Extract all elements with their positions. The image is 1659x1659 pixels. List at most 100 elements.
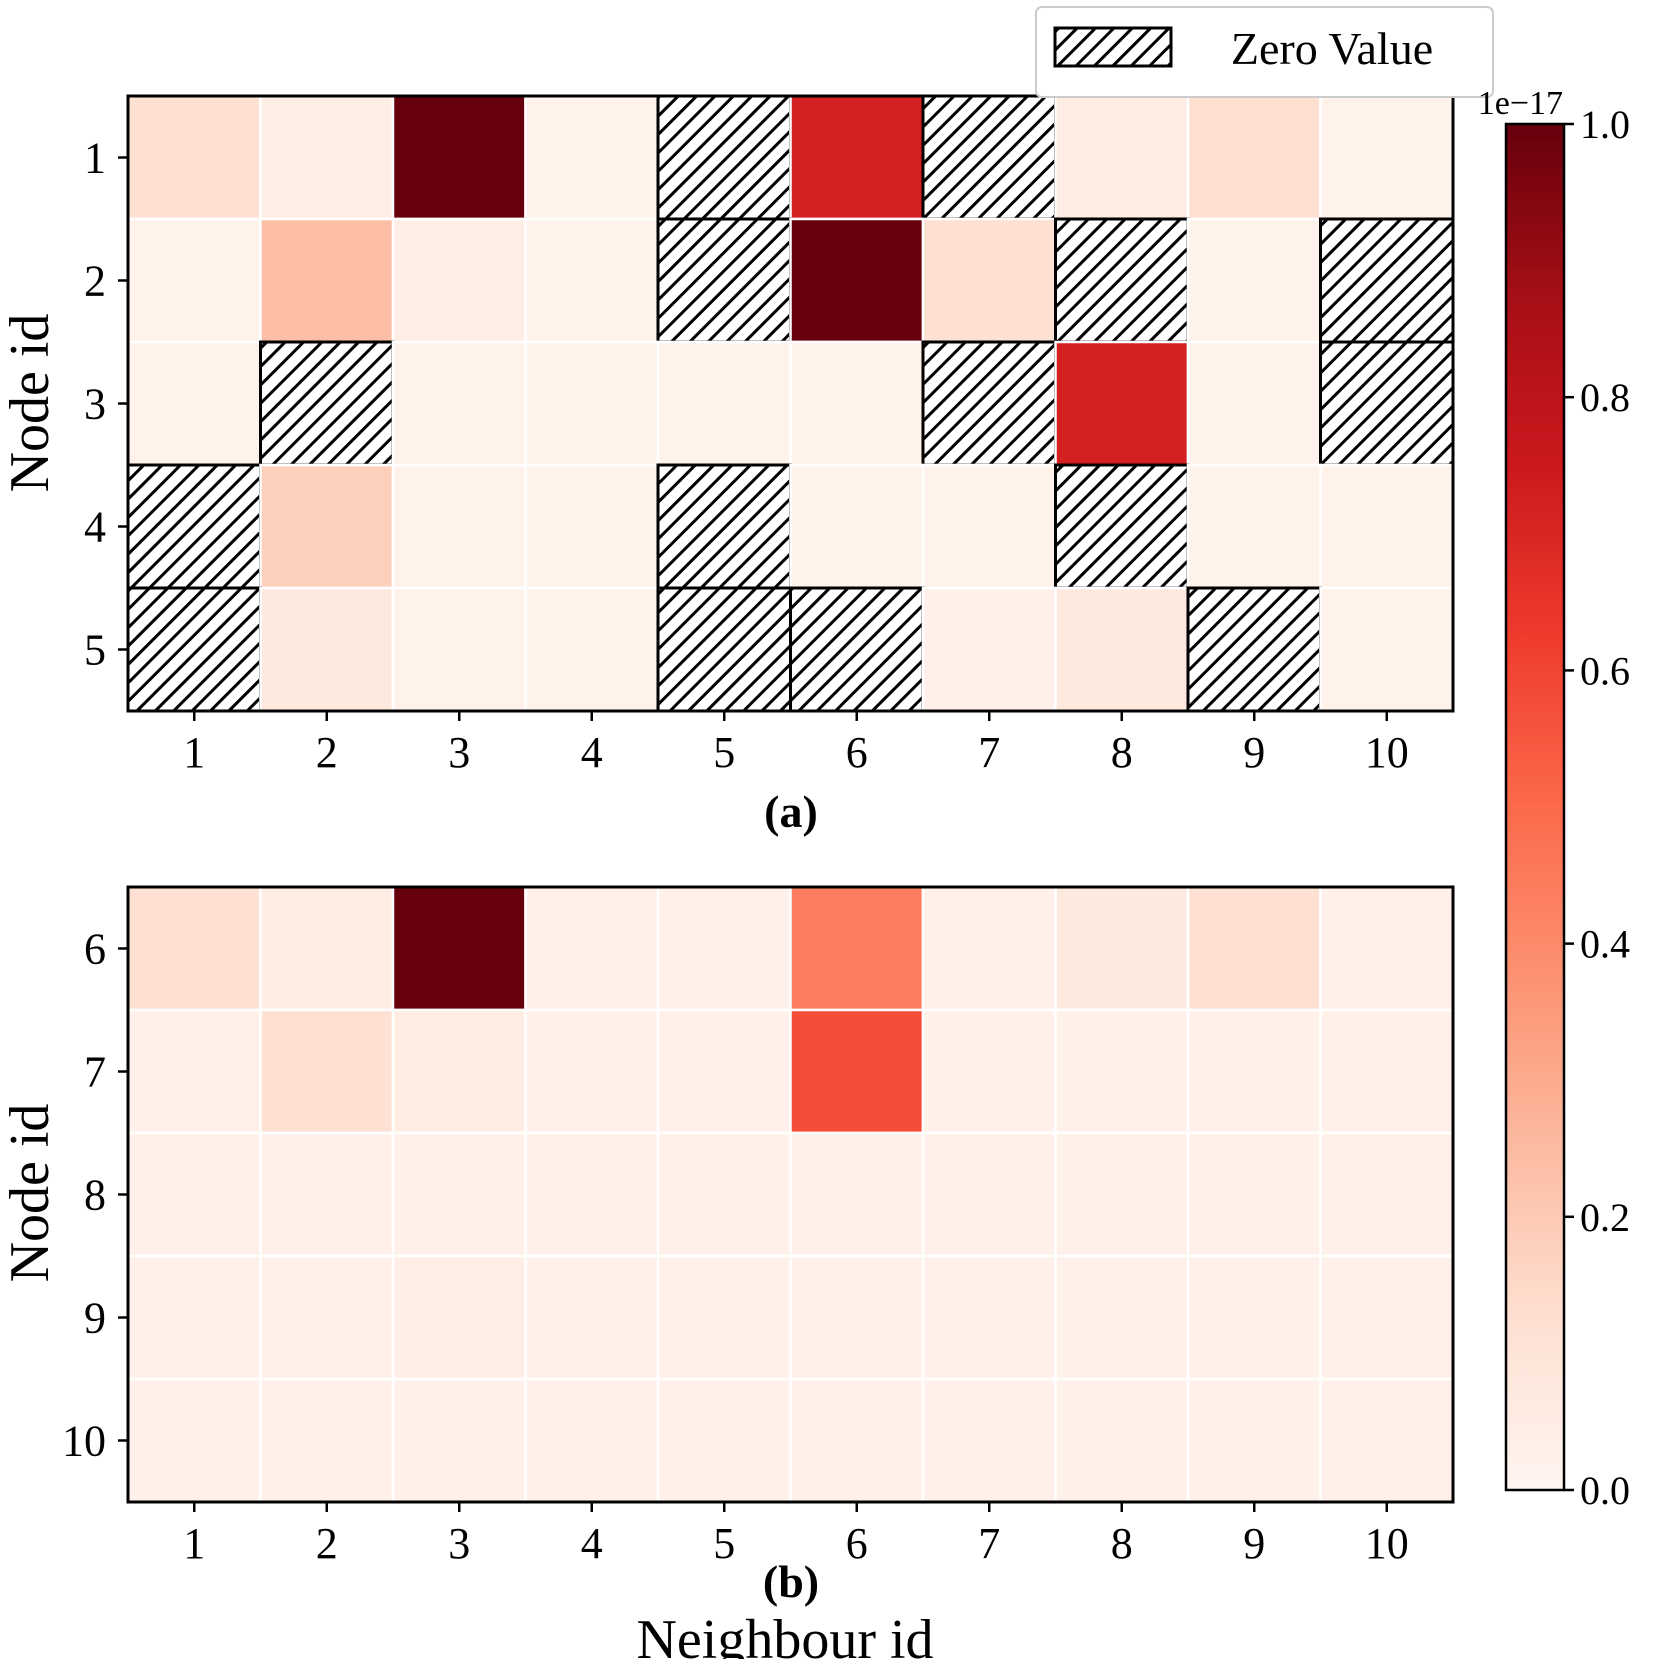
x-tick-label: 4 xyxy=(581,1519,603,1568)
y-tick-label: 4 xyxy=(84,503,106,552)
zero-value-cell xyxy=(656,586,792,713)
heatmap-cell xyxy=(656,1131,792,1258)
x-tick-label: 5 xyxy=(713,728,735,777)
x-tick-label: 2 xyxy=(316,1519,338,1568)
heatmap-cell xyxy=(259,463,395,590)
colorbar-gradient xyxy=(1504,122,1566,1492)
zero-value-cell xyxy=(1054,217,1190,344)
zero-value-cell xyxy=(1319,340,1455,467)
heatmap-cell xyxy=(1054,1131,1190,1258)
heatmap-cell xyxy=(789,885,925,1012)
x-tick-label: 9 xyxy=(1243,728,1265,777)
legend-hatch-swatch xyxy=(1053,26,1173,68)
colorbar-tick-label: 0.0 xyxy=(1580,1468,1630,1513)
heatmap-cell xyxy=(789,1377,925,1504)
heatmap-cell xyxy=(391,586,527,713)
zero-value-cell xyxy=(656,94,792,221)
heatmap-cell xyxy=(1186,885,1322,1012)
x-tick-label: 4 xyxy=(581,728,603,777)
colorbar-tick-label: 1.0 xyxy=(1580,102,1630,147)
heatmap-cell xyxy=(921,1377,1057,1504)
panel-b-label: (b) xyxy=(763,1556,819,1607)
x-tick-label: 10 xyxy=(1365,728,1409,777)
heatmap-panel-a: 1 2 3 4 5 6 7 8 9 10 1 2 3 4 5 xyxy=(84,94,1455,777)
heatmap-cell xyxy=(259,94,395,221)
y-tick-label: 5 xyxy=(84,626,106,675)
x-tick-label: 3 xyxy=(448,1519,470,1568)
heatmap-cell xyxy=(126,340,262,467)
colorbar: 0.0 0.2 0.4 0.6 0.8 1.0 1e−17 xyxy=(1478,85,1630,1513)
heatmap-cell xyxy=(126,885,262,1012)
x-tick-label: 1 xyxy=(183,728,205,777)
heatmap-cell xyxy=(1319,1131,1455,1258)
heatmap-cell xyxy=(1186,217,1322,344)
zero-value-cell xyxy=(1319,217,1455,344)
heatmap-cell xyxy=(524,1254,660,1381)
heatmap-cell xyxy=(391,217,527,344)
heatmap-cell xyxy=(524,463,660,590)
x-tick-label: 1 xyxy=(183,1519,205,1568)
heatmap-cell xyxy=(391,340,527,467)
heatmap-cell xyxy=(921,463,1057,590)
heatmap-cell xyxy=(524,1377,660,1504)
heatmap-cell xyxy=(656,1254,792,1381)
heatmap-cell xyxy=(1319,586,1455,713)
heatmap-cell xyxy=(391,885,527,1012)
heatmap-cell xyxy=(1186,1377,1322,1504)
colorbar-ticks: 0.0 0.2 0.4 0.6 0.8 1.0 xyxy=(1564,102,1630,1513)
x-tick-label: 5 xyxy=(713,1519,735,1568)
zero-value-cell xyxy=(259,340,395,467)
panel-b-xlabel: Neighbour id xyxy=(636,1609,933,1659)
heatmap-cell xyxy=(126,1254,262,1381)
heatmap-cell xyxy=(126,1131,262,1258)
x-tick-label: 8 xyxy=(1111,728,1133,777)
x-tick-label: 3 xyxy=(448,728,470,777)
heatmap-cell xyxy=(391,94,527,221)
colorbar-tick-label: 0.8 xyxy=(1580,375,1630,420)
heatmap-cell xyxy=(1054,94,1190,221)
y-tick-label: 1 xyxy=(84,134,106,183)
y-tick-label: 8 xyxy=(84,1171,106,1220)
heatmap-cell xyxy=(921,1254,1057,1381)
x-tick-label: 6 xyxy=(846,1519,868,1568)
heatmap-cell xyxy=(259,586,395,713)
heatmap-cell xyxy=(259,1377,395,1504)
heatmap-cell xyxy=(259,1008,395,1135)
heatmap-cell xyxy=(789,463,925,590)
heatmap-cell xyxy=(126,217,262,344)
colorbar-tick-label: 0.2 xyxy=(1580,1195,1630,1240)
heatmap-cell xyxy=(524,94,660,221)
heatmap-cell xyxy=(1186,1254,1322,1381)
panel-a-label: (a) xyxy=(764,786,818,837)
y-tick-label: 2 xyxy=(84,257,106,306)
heatmap-cell xyxy=(789,340,925,467)
heatmap-cell xyxy=(656,885,792,1012)
heatmap-cell xyxy=(1186,1131,1322,1258)
heatmap-cell xyxy=(391,1131,527,1258)
heatmap-cell xyxy=(1319,885,1455,1012)
heatmap-cell xyxy=(391,1377,527,1504)
x-tick-label: 7 xyxy=(978,728,1000,777)
y-tick-label: 3 xyxy=(84,380,106,429)
heatmap-cell xyxy=(1319,1008,1455,1135)
heatmap-cell xyxy=(1186,1008,1322,1135)
heatmap-cell xyxy=(1054,1008,1190,1135)
heatmap-cell xyxy=(1319,1254,1455,1381)
x-tick-label: 10 xyxy=(1365,1519,1409,1568)
colorbar-tick-label: 0.6 xyxy=(1580,648,1630,693)
heatmap-cell xyxy=(1054,1377,1190,1504)
heatmap-cell xyxy=(1186,340,1322,467)
heatmap-cell xyxy=(259,885,395,1012)
heatmap-cell xyxy=(789,1254,925,1381)
heatmap-cell xyxy=(1054,340,1190,467)
zero-value-cell xyxy=(126,586,262,713)
heatmap-cell xyxy=(259,1254,395,1381)
heatmap-cell xyxy=(126,1377,262,1504)
heatmap-cell xyxy=(524,340,660,467)
x-tick-label: 6 xyxy=(846,728,868,777)
y-tick-label: 9 xyxy=(84,1294,106,1343)
heatmap-cell xyxy=(656,1008,792,1135)
heatmap-cell xyxy=(259,217,395,344)
heatmap-cell xyxy=(921,586,1057,713)
heatmap-cell xyxy=(921,1131,1057,1258)
